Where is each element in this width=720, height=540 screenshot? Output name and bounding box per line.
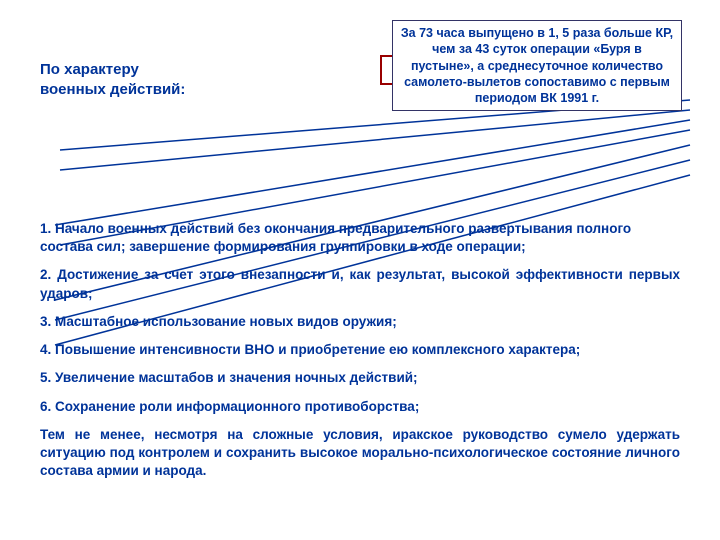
- header-left-line1: По характеру: [40, 60, 220, 80]
- body-item-3: 3. Масштабное использование новых видов …: [40, 313, 680, 331]
- body-item-6: 6. Сохранение роли информационного проти…: [40, 398, 680, 416]
- header-right-text: За 73 часа выпущено в 1, 5 раза больше К…: [399, 25, 675, 106]
- conclusion: Тем не менее, несмотря на сложные услови…: [40, 426, 680, 481]
- body-item-1: 1. Начало военных действий без окончания…: [40, 220, 680, 256]
- header-right-box: За 73 часа выпущено в 1, 5 раза больше К…: [392, 20, 682, 111]
- header-left-line2: военных действий:: [40, 80, 220, 100]
- body-item-4: 4. Повышение интенсивности ВНО и приобре…: [40, 341, 680, 359]
- body-item-5: 5. Увеличение масштабов и значения ночны…: [40, 369, 680, 387]
- body-item-2: 2. Достижение за счет этого внезапности …: [40, 266, 680, 302]
- body-content: 1. Начало военных действий без окончания…: [40, 220, 680, 480]
- header-left-block: По характеру военных действий:: [40, 60, 220, 99]
